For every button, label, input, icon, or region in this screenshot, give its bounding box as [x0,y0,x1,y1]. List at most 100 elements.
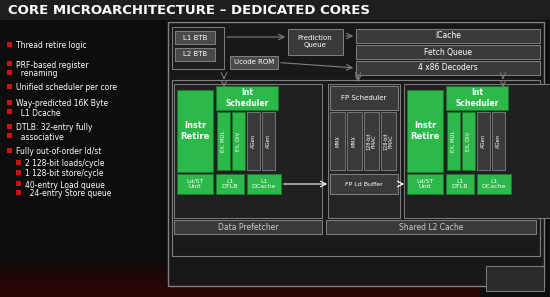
Bar [16,170,21,175]
Bar [247,174,281,194]
Bar [0,280,480,282]
Bar [7,148,12,153]
Bar [0,272,480,274]
Bar [0,279,480,281]
Text: Thread retire logic: Thread retire logic [16,42,87,50]
Text: Ld/ST
Unit: Ld/ST Unit [186,178,204,189]
Text: ▶: ▶ [533,274,541,284]
Bar [174,220,322,234]
Bar [477,112,490,170]
Bar [0,0,550,20]
Bar [447,112,460,170]
Bar [177,90,213,172]
Text: L2 BTB: L2 BTB [183,51,207,58]
Text: associative: associative [16,132,64,141]
Bar [328,84,400,218]
Bar [0,296,480,297]
Text: Fully out-of-order ld/st: Fully out-of-order ld/st [16,148,101,157]
Bar [217,112,230,170]
Bar [247,112,260,170]
Text: DTLB: 32-entry fully: DTLB: 32-entry fully [16,124,92,132]
Text: 128-bit
FMAC: 128-bit FMAC [366,132,377,150]
Bar [7,42,12,47]
Text: EX, MUL: EX, MUL [451,130,456,152]
Bar [172,80,540,256]
Text: Shared L2 Cache: Shared L2 Cache [399,222,463,231]
Text: 40-entry Load queue: 40-entry Load queue [25,181,105,189]
Bar [16,181,21,186]
Text: FP Ld Buffer: FP Ld Buffer [345,181,383,187]
Bar [0,265,480,267]
Bar [7,61,12,66]
Bar [0,287,480,289]
Bar [0,282,480,284]
Bar [0,283,480,285]
Bar [16,160,21,165]
Bar [477,174,511,194]
Bar [177,174,213,194]
Bar [0,258,480,260]
Text: Ld/ST
Unit: Ld/ST Unit [416,178,434,189]
Bar [175,48,215,61]
Text: 2 128-bit loads/cycle: 2 128-bit loads/cycle [25,159,105,168]
Bar [7,133,12,138]
Text: PRF-based register: PRF-based register [16,61,89,69]
Text: FP Scheduler: FP Scheduler [342,95,387,101]
Bar [0,256,480,258]
Bar [0,290,480,292]
Bar [446,86,508,110]
Bar [381,112,396,170]
Bar [16,190,21,195]
Bar [356,61,540,75]
Bar [230,56,278,69]
Bar [0,289,480,290]
Bar [0,266,480,268]
Bar [364,112,379,170]
Bar [0,276,480,278]
Bar [7,124,12,129]
Bar [0,294,480,296]
Text: Data Prefetcher: Data Prefetcher [218,222,278,231]
Bar [356,29,540,43]
Bar [0,277,480,279]
Text: AGen: AGen [481,134,486,148]
Bar [288,29,343,55]
Text: Prediction
Queue: Prediction Queue [298,36,332,48]
Bar [330,174,398,194]
Bar [216,86,278,110]
Bar [0,259,480,261]
Bar [0,262,480,264]
Text: Instr
Retire: Instr Retire [410,121,439,141]
Bar [7,100,12,105]
Bar [356,45,540,59]
Text: 128-bit
FMAC: 128-bit FMAC [383,132,394,150]
Text: Unified scheduler per core: Unified scheduler per core [16,83,117,92]
Bar [262,112,275,170]
Bar [404,84,550,218]
Text: AMD: AMD [499,273,531,285]
Bar [326,220,536,234]
Text: ICache: ICache [435,31,461,40]
Text: L1 BTB: L1 BTB [183,34,207,40]
Text: renaming: renaming [16,69,58,78]
Text: L1
DTLB: L1 DTLB [222,178,238,189]
Text: MMX: MMX [352,135,357,147]
Bar [0,269,480,271]
Text: 24-entry Store queue: 24-entry Store queue [25,189,111,198]
Text: 4 x86 Decoders: 4 x86 Decoders [418,64,478,72]
Bar [0,285,480,286]
Text: Int
Scheduler: Int Scheduler [455,88,499,108]
Bar [175,31,215,44]
Text: L1
DCache: L1 DCache [482,178,506,189]
Bar [232,112,245,170]
Bar [0,286,480,288]
Bar [216,174,244,194]
Bar [347,112,362,170]
Text: Fetch Queue: Fetch Queue [424,48,472,56]
Bar [462,112,475,170]
Bar [168,22,544,286]
Text: EX, MUL: EX, MUL [221,130,226,152]
Bar [174,84,322,218]
Bar [446,174,474,194]
Bar [0,291,480,293]
